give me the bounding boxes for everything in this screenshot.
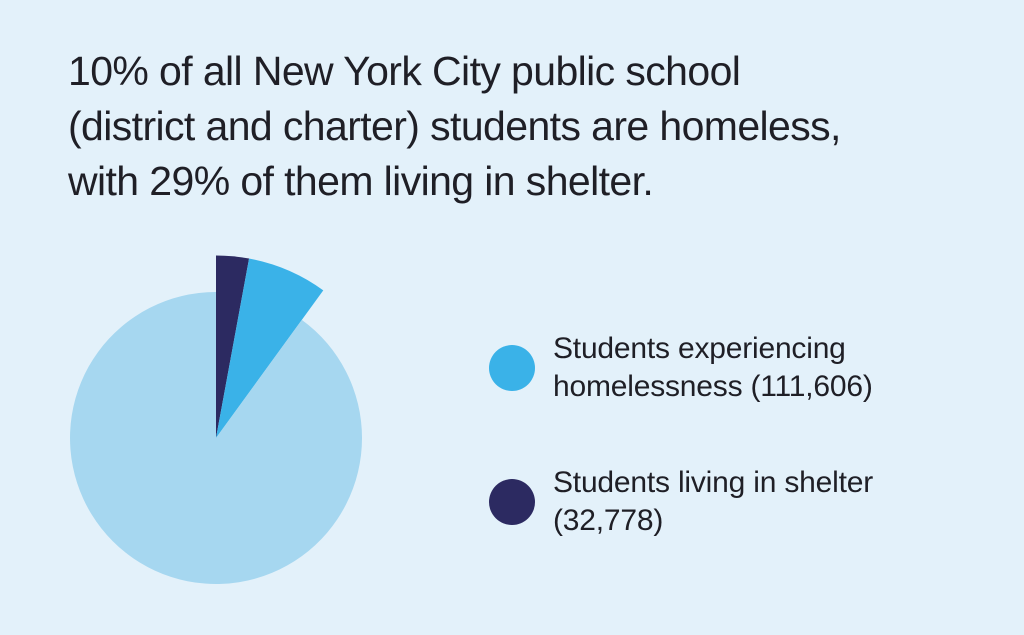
legend-item-shelter: Students living in shelter (32,778) <box>489 464 873 540</box>
legend-item-homeless: Students experiencing homelessness (111,… <box>489 330 873 406</box>
pie-slice-shelter <box>216 255 250 438</box>
title-line-2: (district and charter) students are home… <box>68 103 841 149</box>
legend-label-homeless: Students experiencing homelessness (111,… <box>553 330 873 406</box>
title-line-3: with 29% of them living in shelter. <box>68 158 654 204</box>
pie-chart <box>30 245 410 605</box>
pie-chart-svg <box>70 255 363 584</box>
pie-slice-other-students <box>70 292 363 584</box>
legend-swatch-shelter-icon <box>489 479 535 525</box>
page-title: 10% of all New York City public school (… <box>68 44 841 209</box>
legend: Students experiencing homelessness (111,… <box>489 330 873 540</box>
legend-label-homeless-line-2: homelessness (111,606) <box>553 370 873 403</box>
pie-slice-homeless-not-shelter <box>216 258 324 438</box>
legend-swatch-homeless-icon <box>489 345 535 391</box>
legend-label-shelter: Students living in shelter (32,778) <box>553 464 873 540</box>
title-line-1: 10% of all New York City public school <box>68 48 741 94</box>
legend-label-shelter-line-1: Students living in shelter <box>553 466 873 499</box>
legend-label-shelter-line-2: (32,778) <box>553 504 664 537</box>
legend-label-homeless-line-1: Students experiencing <box>553 332 846 365</box>
